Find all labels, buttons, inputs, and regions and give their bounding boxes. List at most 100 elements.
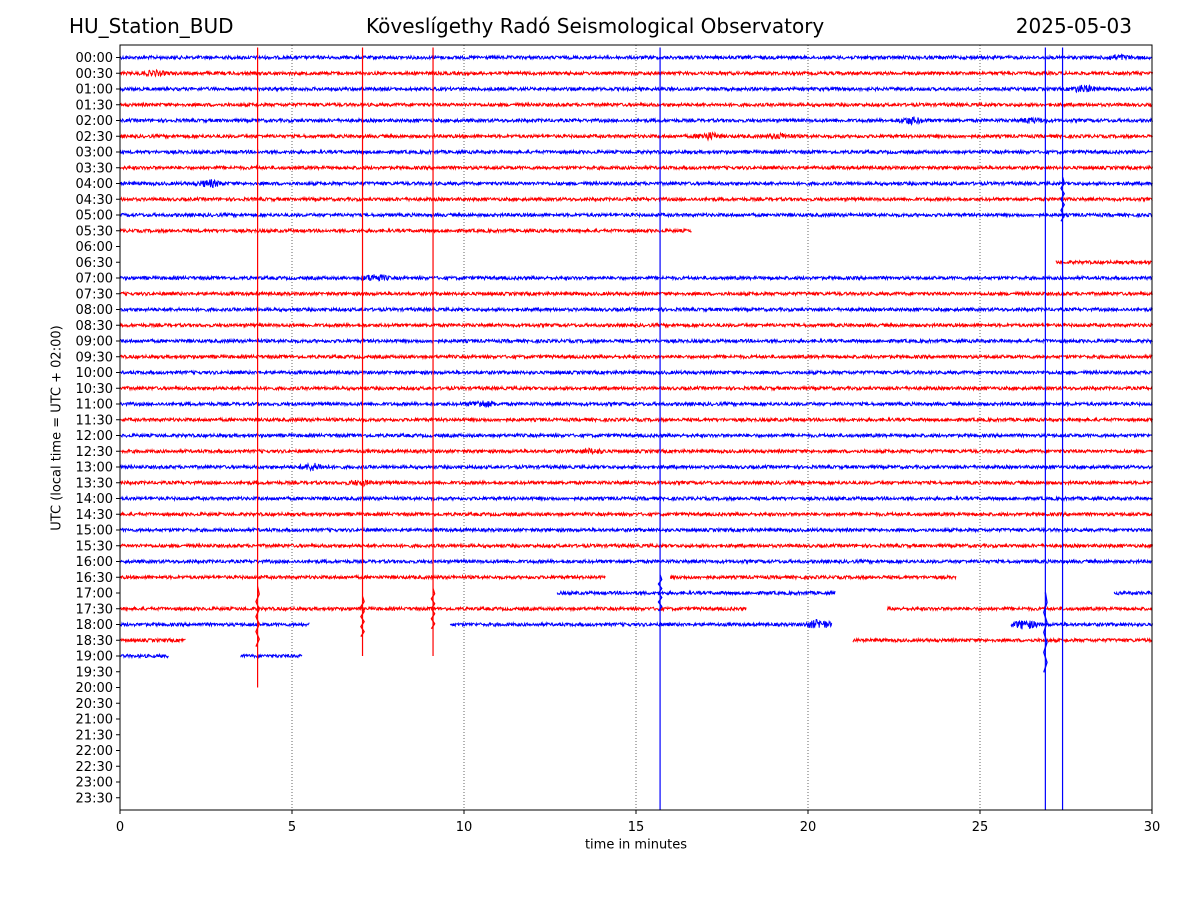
y-tick-label: 22:30	[76, 760, 113, 775]
event-waveform	[430, 588, 436, 630]
seismic-trace	[119, 178, 1153, 189]
y-axis-label: UTC (local time = UTC + 02:00)	[49, 325, 65, 531]
y-tick-label: 10:00	[76, 366, 113, 381]
seismic-trace	[1010, 619, 1153, 630]
y-tick-label: 00:30	[76, 67, 113, 82]
seismic-trace	[119, 462, 1153, 473]
y-tick-label: 21:00	[76, 713, 113, 728]
seismic-trace	[119, 384, 1153, 392]
y-tick-label: 15:30	[76, 539, 113, 554]
seismic-trace	[119, 211, 1153, 219]
y-tick-label: 20:00	[76, 681, 113, 696]
y-tick-label: 17:30	[76, 602, 113, 617]
seismic-trace	[1113, 589, 1153, 596]
grid-lines	[291, 45, 981, 810]
seismic-trace	[119, 542, 1153, 550]
event-waveform	[255, 586, 260, 647]
seismic-trace	[119, 510, 1153, 518]
seismic-trace	[119, 652, 169, 660]
y-tick-label: 06:30	[76, 256, 113, 271]
seismic-trace	[886, 605, 1153, 613]
seismic-trace	[119, 620, 310, 628]
y-tick-label: 16:30	[76, 571, 113, 586]
seismic-trace	[119, 101, 1153, 109]
y-tick-label: 03:00	[76, 146, 113, 161]
y-tick-label: 02:30	[76, 130, 113, 145]
x-tick-label: 0	[116, 820, 124, 835]
y-tick-label: 10:30	[76, 382, 113, 397]
seismic-trace	[119, 227, 692, 235]
seismic-trace	[119, 557, 1153, 566]
seismic-trace	[669, 574, 957, 581]
y-tick-label: 01:30	[76, 98, 113, 113]
seismic-trace	[119, 131, 1153, 142]
observatory-title: Köveslígethy Radó Seismological Observat…	[366, 14, 825, 38]
seismic-trace	[449, 619, 833, 629]
y-tick-label: 04:30	[76, 193, 113, 208]
seismic-trace	[119, 83, 1153, 94]
seismic-trace	[556, 589, 836, 597]
seismic-trace	[119, 369, 1153, 376]
y-tick-label: 09:00	[76, 335, 113, 350]
y-tick-label: 15:00	[76, 524, 113, 539]
seismic-trace	[119, 431, 1153, 440]
seismic-trace	[119, 116, 1153, 127]
seismic-trace	[119, 305, 1153, 313]
event-waveform	[360, 596, 365, 637]
y-tick-label: 08:30	[76, 319, 113, 334]
x-tick-label: 25	[972, 820, 989, 835]
seismic-trace	[1055, 258, 1153, 266]
seismic-trace	[240, 653, 303, 660]
y-tick-label: 21:30	[76, 728, 113, 743]
y-tick-label: 19:30	[76, 665, 113, 680]
y-tick-label: 07:00	[76, 272, 113, 287]
y-tick-label: 23:00	[76, 776, 113, 791]
y-tick-label: 16:00	[76, 555, 113, 570]
y-tick-label: 14:30	[76, 508, 113, 523]
y-tick-label: 09:30	[76, 350, 113, 365]
seismic-trace	[119, 290, 1153, 298]
y-tick-labels: 00:0000:3001:0001:3002:0002:3003:0003:30…	[76, 51, 120, 806]
y-tick-label: 19:00	[76, 650, 113, 665]
y-tick-label: 11:30	[76, 413, 113, 428]
seismic-trace	[119, 68, 1153, 78]
seismic-trace	[119, 164, 1153, 172]
seismic-trace	[119, 400, 1153, 408]
y-tick-label: 18:30	[76, 634, 113, 649]
seismic-trace	[852, 636, 1153, 644]
x-tick-labels: 0 5 10 15 20 25 30	[116, 810, 1160, 835]
x-tick-label: 20	[800, 820, 817, 835]
seismic-trace	[119, 416, 1153, 424]
x-axis-label: time in minutes	[584, 837, 688, 853]
x-tick-label: 10	[456, 820, 473, 835]
station-name: HU_Station_BUD	[69, 14, 234, 38]
seismic-trace	[119, 148, 1153, 156]
y-tick-label: 13:00	[76, 461, 113, 476]
y-tick-label: 08:00	[76, 303, 113, 318]
seismic-trace	[119, 479, 1153, 488]
y-tick-label: 07:30	[76, 287, 113, 302]
y-tick-label: 05:30	[76, 224, 113, 239]
record-date: 2025-05-03	[1015, 14, 1132, 38]
event-waveform	[1043, 592, 1048, 673]
y-tick-label: 06:00	[76, 240, 113, 255]
x-tick-label: 5	[288, 820, 296, 835]
event-waveform	[1060, 177, 1066, 222]
y-tick-label: 18:00	[76, 618, 113, 633]
event-waveform	[657, 574, 663, 612]
seismic-trace	[119, 52, 1153, 62]
seismic-trace	[119, 353, 1153, 361]
seismic-traces	[119, 52, 1153, 660]
y-tick-label: 14:00	[76, 492, 113, 507]
y-tick-label: 04:00	[76, 177, 113, 192]
x-tick-label: 30	[1144, 820, 1161, 835]
y-tick-label: 12:00	[76, 429, 113, 444]
y-tick-label: 12:30	[76, 445, 113, 460]
y-tick-label: 03:30	[76, 161, 113, 176]
seismic-trace	[119, 636, 186, 644]
seismic-trace	[119, 337, 1153, 345]
y-tick-label: 22:00	[76, 744, 113, 759]
seismic-trace	[119, 526, 1153, 534]
y-tick-label: 02:00	[76, 114, 113, 129]
